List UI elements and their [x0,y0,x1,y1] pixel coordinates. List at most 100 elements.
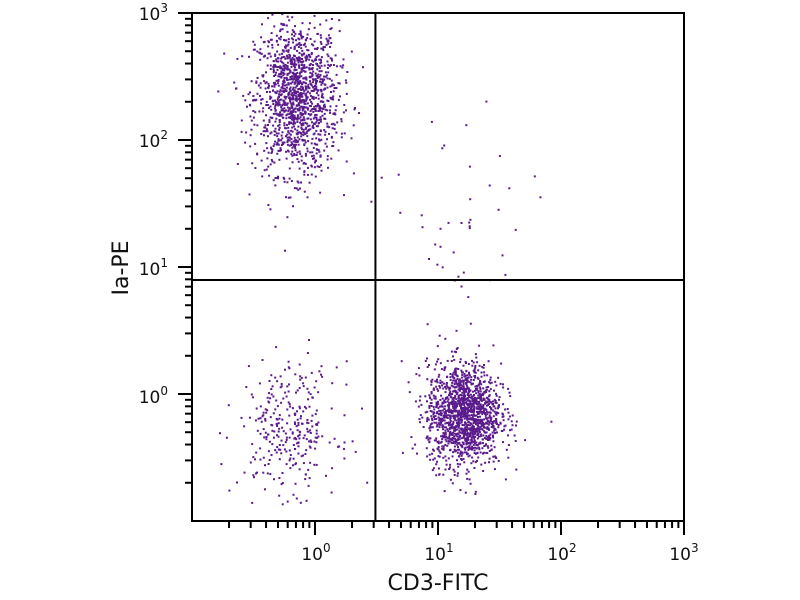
data-point [320,138,323,141]
y-axis-ticks [178,12,192,484]
data-point [464,421,466,424]
data-point [264,431,267,434]
data-point [288,78,291,81]
data-point [442,428,444,431]
data-point [320,42,323,45]
data-point [313,440,316,443]
data-point [441,266,444,269]
data-point [287,360,290,363]
data-point [479,395,481,398]
data-point [435,412,438,415]
data-point [464,409,466,412]
data-point [442,473,445,476]
data-point [502,383,504,386]
data-point [254,419,257,422]
data-point [473,467,476,469]
data-point [270,152,273,154]
data-point [293,120,296,123]
data-point [303,434,306,437]
data-point [256,77,259,79]
data-point [444,431,447,434]
data-point [312,64,314,66]
data-point [466,374,469,377]
data-point [473,402,476,405]
data-point [426,455,429,458]
data-point [419,414,422,417]
data-point [312,133,315,136]
data-point [462,364,465,367]
data-point [479,411,482,414]
data-point [320,61,323,64]
data-point [311,151,314,154]
data-point [333,123,336,126]
data-point [455,441,458,443]
data-point [284,45,286,48]
data-point [468,221,471,224]
data-point [495,418,498,421]
data-point [249,134,252,137]
data-point [263,80,266,83]
data-point [441,419,444,422]
data-point [280,22,283,25]
data-point [319,34,322,37]
data-point [482,407,485,410]
data-point [309,429,312,432]
data-point [316,48,318,51]
data-point [485,421,487,424]
data-point [318,166,321,168]
data-point [312,96,315,99]
data-point [479,386,482,389]
data-point [452,251,455,254]
data-point [295,497,298,500]
data-point [504,408,507,411]
data-point [293,82,296,85]
data-point [312,90,315,92]
data-point [289,96,292,99]
data-point [290,113,293,116]
data-point [276,418,279,421]
data-point [266,57,269,60]
data-point [441,384,444,387]
x-axis-title: CD3-FITC [388,571,489,596]
data-point [449,414,452,417]
data-point [488,403,490,406]
data-point [313,105,316,108]
data-point [287,38,290,41]
data-point [494,455,497,458]
data-point [298,434,301,436]
data-point [262,471,265,474]
data-point [468,165,471,168]
data-point [273,134,276,137]
data-point [307,391,310,394]
data-point [290,77,293,80]
data-point [286,15,289,18]
data-point [478,422,480,425]
data-point [291,29,294,32]
data-point [265,436,268,438]
data-point [286,67,289,70]
data-point [300,135,303,138]
data-point [433,408,436,411]
data-point [462,397,465,400]
data-point [493,429,496,432]
data-point [458,378,461,381]
data-point [436,410,439,413]
data-point [293,114,296,117]
data-point [330,407,333,410]
data-point [293,72,295,75]
data-point [305,499,308,502]
data-point [438,455,441,458]
data-point [476,411,479,413]
data-point [447,424,450,427]
data-point [306,352,309,354]
data-point [293,48,296,51]
data-point [259,52,262,55]
data-point [300,181,302,184]
data-point [277,104,280,107]
data-point [299,100,302,102]
data-point [268,41,271,44]
data-point [466,442,469,445]
data-point [324,105,326,108]
data-point [424,360,427,362]
data-point [492,460,495,463]
